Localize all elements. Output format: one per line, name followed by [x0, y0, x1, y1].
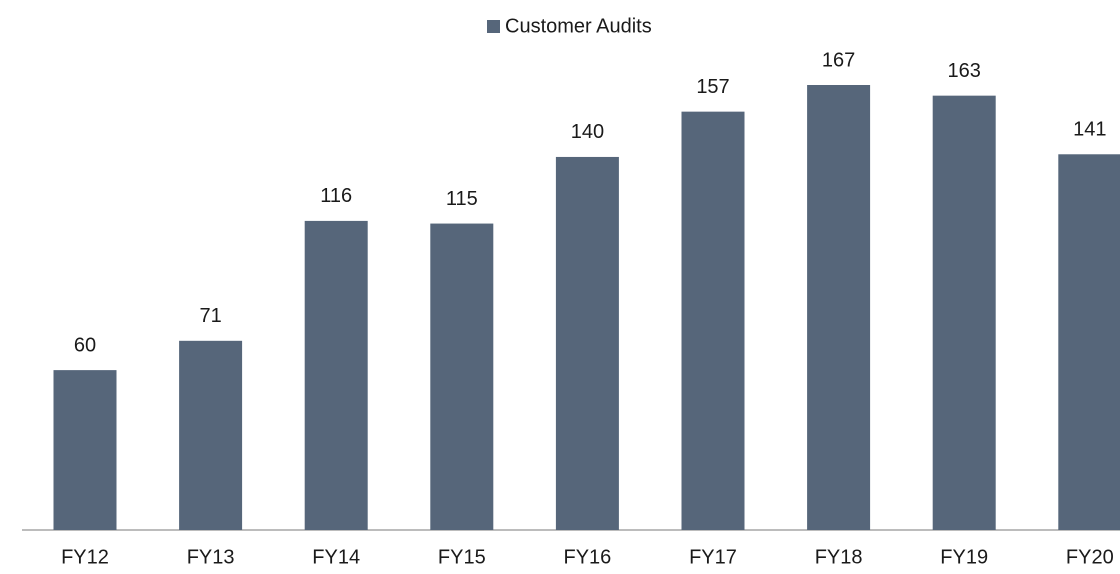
x-tick-label: FY20	[1066, 546, 1114, 568]
value-label: 71	[199, 305, 221, 327]
bar	[53, 370, 117, 530]
value-label: 140	[571, 121, 604, 143]
value-label: 60	[74, 334, 96, 356]
bar	[555, 156, 619, 530]
x-tick-label: FY14	[312, 546, 360, 568]
bar	[932, 95, 996, 530]
bar	[1058, 154, 1120, 530]
x-tick-label: FY15	[438, 546, 486, 568]
legend-swatch	[487, 20, 500, 33]
bar	[304, 220, 368, 531]
value-label: 141	[1073, 119, 1106, 141]
bar	[681, 111, 745, 531]
bar	[807, 85, 871, 530]
value-label: 116	[320, 185, 352, 207]
x-tick-label: FY13	[187, 546, 235, 568]
value-label: 167	[822, 49, 855, 71]
x-tick-label: FY19	[940, 546, 988, 568]
x-tick-label: FY16	[563, 546, 611, 568]
bar	[179, 340, 243, 530]
x-tick-label: FY12	[61, 546, 109, 568]
value-label: 115	[446, 188, 478, 210]
value-label: 157	[696, 76, 729, 98]
x-tick-label: FY17	[689, 546, 737, 568]
legend-label: Customer Audits	[505, 15, 652, 37]
value-label: 163	[948, 60, 981, 82]
bar	[430, 223, 494, 531]
x-tick-label: FY18	[815, 546, 863, 568]
